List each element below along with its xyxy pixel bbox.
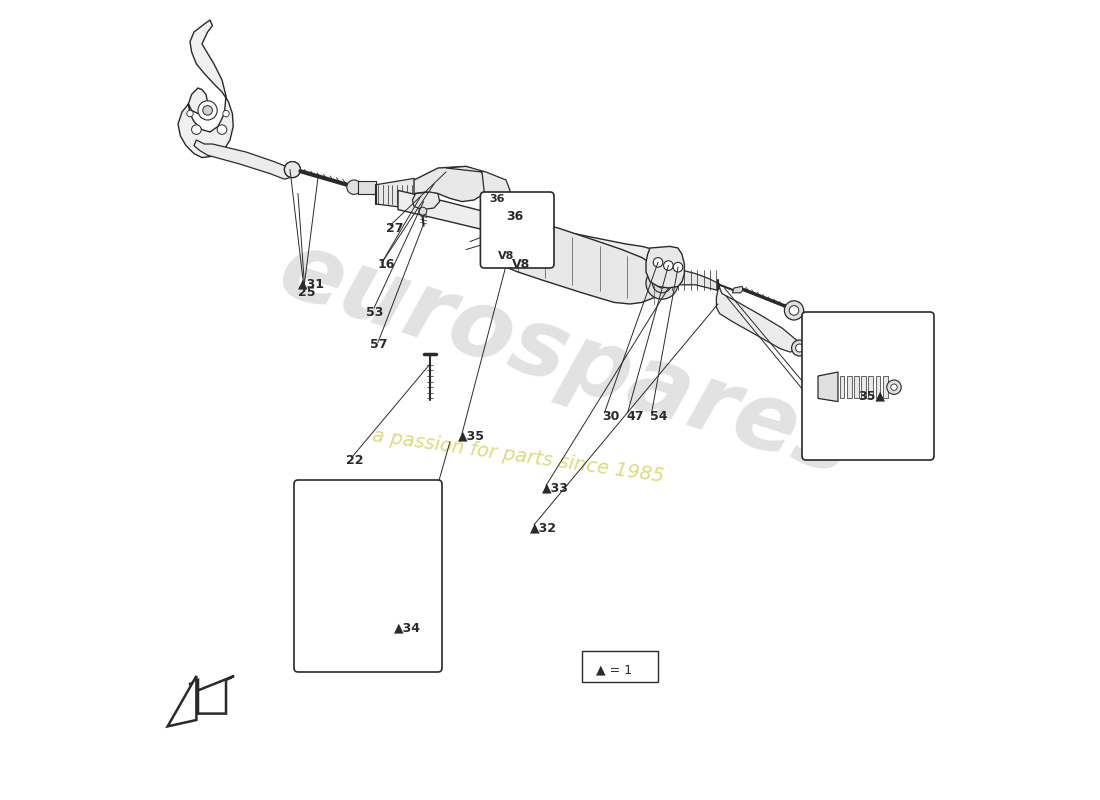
Text: 54: 54 (650, 410, 668, 422)
Bar (876, 376, 880, 398)
Polygon shape (167, 676, 197, 726)
Circle shape (792, 340, 807, 356)
Circle shape (653, 258, 663, 267)
Circle shape (784, 301, 804, 320)
Polygon shape (398, 190, 654, 267)
Text: a passion for parts since 1985: a passion for parts since 1985 (371, 426, 666, 486)
Circle shape (663, 261, 673, 270)
Circle shape (217, 125, 227, 134)
Polygon shape (818, 372, 838, 402)
Text: 16: 16 (378, 258, 395, 270)
Text: V8: V8 (498, 251, 515, 261)
Text: 53: 53 (366, 306, 384, 318)
FancyBboxPatch shape (481, 192, 554, 268)
Circle shape (657, 278, 667, 288)
Circle shape (187, 110, 194, 117)
Bar (868, 376, 873, 398)
Polygon shape (194, 140, 293, 179)
Bar (883, 376, 888, 398)
Text: 25: 25 (298, 286, 316, 298)
Bar (861, 376, 866, 398)
Text: 35▲: 35▲ (858, 390, 886, 402)
Polygon shape (670, 269, 719, 291)
Circle shape (887, 380, 901, 394)
Circle shape (652, 274, 672, 293)
Circle shape (288, 166, 296, 174)
Text: V8: V8 (513, 258, 530, 270)
Bar (358, 181, 375, 194)
Circle shape (223, 110, 229, 117)
Circle shape (891, 384, 898, 390)
Text: ▲33: ▲33 (542, 482, 569, 494)
Text: eurospares: eurospares (267, 224, 865, 496)
Bar (854, 376, 859, 398)
Text: 22: 22 (346, 454, 363, 466)
Text: ▲ = 1: ▲ = 1 (596, 663, 632, 676)
Text: ▲34: ▲34 (394, 622, 421, 634)
Circle shape (191, 125, 201, 134)
Circle shape (419, 207, 427, 215)
Circle shape (795, 344, 804, 352)
Circle shape (285, 162, 300, 178)
Polygon shape (646, 246, 684, 288)
Text: 57: 57 (370, 338, 387, 350)
Text: ▲35: ▲35 (458, 430, 485, 442)
Bar (839, 376, 845, 398)
Polygon shape (733, 286, 744, 293)
Circle shape (646, 267, 678, 299)
Circle shape (673, 262, 683, 272)
Polygon shape (446, 166, 510, 202)
Bar (847, 376, 851, 398)
FancyBboxPatch shape (802, 312, 934, 460)
Polygon shape (412, 192, 440, 210)
Text: ▲31: ▲31 (298, 278, 324, 290)
Text: ▲32: ▲32 (530, 522, 557, 534)
Polygon shape (502, 216, 526, 242)
Text: 27: 27 (386, 222, 404, 234)
Polygon shape (498, 218, 662, 304)
Circle shape (285, 162, 300, 178)
Polygon shape (414, 166, 486, 202)
Bar (582, 651, 658, 682)
FancyBboxPatch shape (294, 480, 442, 672)
Text: 36: 36 (506, 210, 524, 222)
Circle shape (789, 306, 799, 315)
Text: 47: 47 (626, 410, 644, 422)
Circle shape (346, 180, 361, 194)
Circle shape (198, 101, 217, 120)
Polygon shape (375, 178, 418, 209)
Text: 36: 36 (490, 194, 505, 204)
Polygon shape (178, 20, 233, 158)
Text: 30: 30 (602, 410, 619, 422)
Circle shape (202, 106, 212, 115)
Polygon shape (190, 676, 234, 714)
Polygon shape (716, 288, 800, 352)
